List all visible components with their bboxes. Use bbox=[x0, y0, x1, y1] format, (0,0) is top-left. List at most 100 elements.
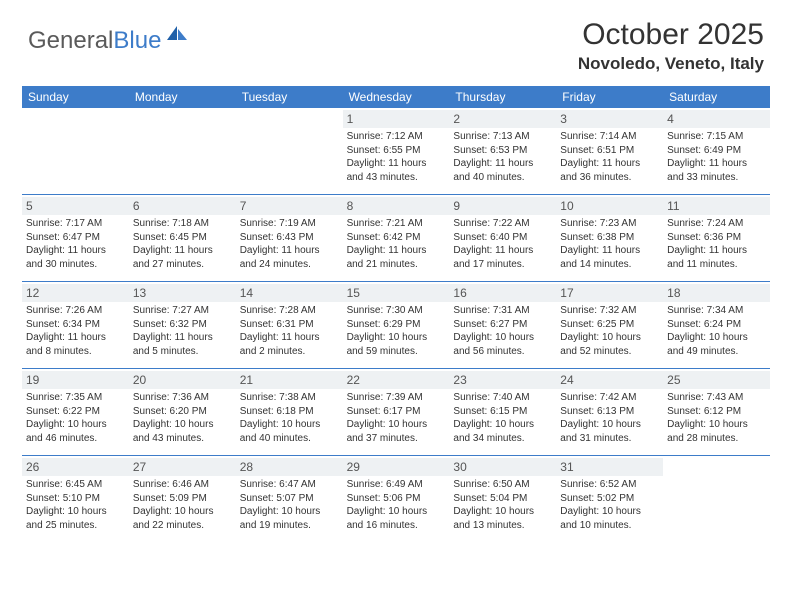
day-cell: 3Sunrise: 7:14 AMSunset: 6:51 PMDaylight… bbox=[556, 108, 663, 194]
sunset-text: Sunset: 6:55 PM bbox=[347, 144, 446, 158]
day-detail: Sunrise: 7:36 AMSunset: 6:20 PMDaylight:… bbox=[133, 391, 232, 445]
sunset-text: Sunset: 6:18 PM bbox=[240, 405, 339, 419]
sunrise-text: Sunrise: 7:43 AM bbox=[667, 391, 766, 405]
daylight-text: Daylight: 11 hours and 27 minutes. bbox=[133, 244, 232, 271]
dow-thursday: Thursday bbox=[449, 86, 556, 108]
dow-tuesday: Tuesday bbox=[236, 86, 343, 108]
daylight-text: Daylight: 11 hours and 5 minutes. bbox=[133, 331, 232, 358]
sunrise-text: Sunrise: 7:32 AM bbox=[560, 304, 659, 318]
sunset-text: Sunset: 6:25 PM bbox=[560, 318, 659, 332]
dow-friday: Friday bbox=[556, 86, 663, 108]
daylight-text: Daylight: 11 hours and 8 minutes. bbox=[26, 331, 125, 358]
daylight-text: Daylight: 11 hours and 17 minutes. bbox=[453, 244, 552, 271]
day-number: 24 bbox=[556, 371, 663, 389]
day-cell: 23Sunrise: 7:40 AMSunset: 6:15 PMDayligh… bbox=[449, 369, 556, 455]
sunset-text: Sunset: 6:27 PM bbox=[453, 318, 552, 332]
day-detail: Sunrise: 7:32 AMSunset: 6:25 PMDaylight:… bbox=[560, 304, 659, 358]
day-cell: 17Sunrise: 7:32 AMSunset: 6:25 PMDayligh… bbox=[556, 282, 663, 368]
sunrise-text: Sunrise: 6:50 AM bbox=[453, 478, 552, 492]
dow-saturday: Saturday bbox=[663, 86, 770, 108]
sunrise-text: Sunrise: 7:17 AM bbox=[26, 217, 125, 231]
day-cell bbox=[129, 108, 236, 194]
page-title: October 2025 bbox=[578, 18, 764, 52]
day-cell: 5Sunrise: 7:17 AMSunset: 6:47 PMDaylight… bbox=[22, 195, 129, 281]
dow-sunday: Sunday bbox=[22, 86, 129, 108]
daylight-text: Daylight: 10 hours and 49 minutes. bbox=[667, 331, 766, 358]
day-number: 25 bbox=[663, 371, 770, 389]
day-cell: 15 Sunrise: 7:30 AMSunset: 6:29 PMDayligh… bbox=[343, 282, 450, 368]
day-number: 16 bbox=[449, 284, 556, 302]
sunset-text: Sunset: 6:13 PM bbox=[560, 405, 659, 419]
sunset-text: Sunset: 6:38 PM bbox=[560, 231, 659, 245]
day-detail: Sunrise: 7:38 AMSunset: 6:18 PMDaylight:… bbox=[240, 391, 339, 445]
daylight-text: Daylight: 11 hours and 2 minutes. bbox=[240, 331, 339, 358]
day-detail: Sunrise: 7:24 AMSunset: 6:36 PMDaylight:… bbox=[667, 217, 766, 271]
sunset-text: Sunset: 6:49 PM bbox=[667, 144, 766, 158]
day-detail: Sunrise: 6:46 AMSunset: 5:09 PMDaylight:… bbox=[133, 478, 232, 532]
day-detail: Sunrise: 7:27 AMSunset: 6:32 PMDaylight:… bbox=[133, 304, 232, 358]
day-detail: Sunrise: 7:39 AMSunset: 6:17 PMDaylight:… bbox=[347, 391, 446, 445]
daylight-text: Daylight: 10 hours and 52 minutes. bbox=[560, 331, 659, 358]
calendar: Sunday Monday Tuesday Wednesday Thursday… bbox=[22, 86, 770, 542]
sunrise-text: Sunrise: 7:13 AM bbox=[453, 130, 552, 144]
day-cell: 7Sunrise: 7:19 AMSunset: 6:43 PMDaylight… bbox=[236, 195, 343, 281]
day-cell: 29Sunrise: 6:49 AMSunset: 5:06 PMDayligh… bbox=[343, 456, 450, 542]
day-detail: Sunrise: 6:45 AMSunset: 5:10 PMDaylight:… bbox=[26, 478, 125, 532]
sunset-text: Sunset: 6:36 PM bbox=[667, 231, 766, 245]
day-detail: Sunrise: 7:21 AMSunset: 6:42 PMDaylight:… bbox=[347, 217, 446, 271]
day-number: 31 bbox=[556, 458, 663, 476]
day-detail: Sunrise: 7:23 AMSunset: 6:38 PMDaylight:… bbox=[560, 217, 659, 271]
sunset-text: Sunset: 5:06 PM bbox=[347, 492, 446, 506]
sunrise-text: Sunrise: 7:35 AM bbox=[26, 391, 125, 405]
day-cell: 19 Sunrise: 7:35 AMSunset: 6:22 PMDayligh… bbox=[22, 369, 129, 455]
week-row: 5Sunrise: 7:17 AMSunset: 6:47 PMDaylight… bbox=[22, 194, 770, 281]
day-number: 3 bbox=[556, 110, 663, 128]
day-detail: Sunrise: 7:34 AMSunset: 6:24 PMDaylight:… bbox=[667, 304, 766, 358]
daylight-text: Daylight: 10 hours and 25 minutes. bbox=[26, 505, 125, 532]
sunset-text: Sunset: 6:22 PM bbox=[26, 405, 125, 419]
day-cell: 1Sunrise: 7:12 AMSunset: 6:55 PMDaylight… bbox=[343, 108, 450, 194]
daylight-text: Daylight: 11 hours and 30 minutes. bbox=[26, 244, 125, 271]
day-number: 10 bbox=[556, 197, 663, 215]
day-number: 21 bbox=[236, 371, 343, 389]
day-cell: 27Sunrise: 6:46 AMSunset: 5:09 PMDayligh… bbox=[129, 456, 236, 542]
day-detail: Sunrise: 7:35 AMSunset: 6:22 PMDaylight:… bbox=[26, 391, 125, 445]
daylight-text: Daylight: 10 hours and 19 minutes. bbox=[240, 505, 339, 532]
day-detail: Sunrise: 7:40 AMSunset: 6:15 PMDaylight:… bbox=[453, 391, 552, 445]
sunrise-text: Sunrise: 7:24 AM bbox=[667, 217, 766, 231]
day-number: 19 bbox=[22, 371, 129, 389]
sunset-text: Sunset: 5:10 PM bbox=[26, 492, 125, 506]
daylight-text: Daylight: 10 hours and 56 minutes. bbox=[453, 331, 552, 358]
day-detail: Sunrise: 7:18 AMSunset: 6:45 PMDaylight:… bbox=[133, 217, 232, 271]
daylight-text: Daylight: 11 hours and 24 minutes. bbox=[240, 244, 339, 271]
sunrise-text: Sunrise: 6:47 AM bbox=[240, 478, 339, 492]
daylight-text: Daylight: 11 hours and 43 minutes. bbox=[347, 157, 446, 184]
day-cell bbox=[663, 456, 770, 542]
day-number: 22 bbox=[343, 371, 450, 389]
sunset-text: Sunset: 6:17 PM bbox=[347, 405, 446, 419]
day-detail: Sunrise: 7:13 AMSunset: 6:53 PMDaylight:… bbox=[453, 130, 552, 184]
day-cell: 4Sunrise: 7:15 AMSunset: 6:49 PMDaylight… bbox=[663, 108, 770, 194]
daylight-text: Daylight: 11 hours and 40 minutes. bbox=[453, 157, 552, 184]
sunset-text: Sunset: 6:31 PM bbox=[240, 318, 339, 332]
day-number: 11 bbox=[663, 197, 770, 215]
sunrise-text: Sunrise: 7:14 AM bbox=[560, 130, 659, 144]
sunset-text: Sunset: 5:02 PM bbox=[560, 492, 659, 506]
day-number: 13 bbox=[129, 284, 236, 302]
brand-logo: GeneralBlue bbox=[28, 24, 189, 57]
day-detail: Sunrise: 6:50 AMSunset: 5:04 PMDaylight:… bbox=[453, 478, 552, 532]
day-number: 30 bbox=[449, 458, 556, 476]
sunset-text: Sunset: 6:12 PM bbox=[667, 405, 766, 419]
day-number: 15 bbox=[343, 284, 450, 302]
day-detail: Sunrise: 7:15 AMSunset: 6:49 PMDaylight:… bbox=[667, 130, 766, 184]
day-cell: 20 Sunrise: 7:36 AMSunset: 6:20 PMDayligh… bbox=[129, 369, 236, 455]
daylight-text: Daylight: 10 hours and 46 minutes. bbox=[26, 418, 125, 445]
daylight-text: Daylight: 10 hours and 28 minutes. bbox=[667, 418, 766, 445]
day-number: 20 bbox=[129, 371, 236, 389]
day-detail: Sunrise: 7:31 AMSunset: 6:27 PMDaylight:… bbox=[453, 304, 552, 358]
day-cell: 14Sunrise: 7:28 AMSunset: 6:31 PMDayligh… bbox=[236, 282, 343, 368]
day-detail: Sunrise: 7:30 AMSunset: 6:29 PMDaylight:… bbox=[347, 304, 446, 358]
location-label: Novoledo, Veneto, Italy bbox=[578, 54, 764, 74]
dow-monday: Monday bbox=[129, 86, 236, 108]
day-cell: 6Sunrise: 7:18 AMSunset: 6:45 PMDaylight… bbox=[129, 195, 236, 281]
